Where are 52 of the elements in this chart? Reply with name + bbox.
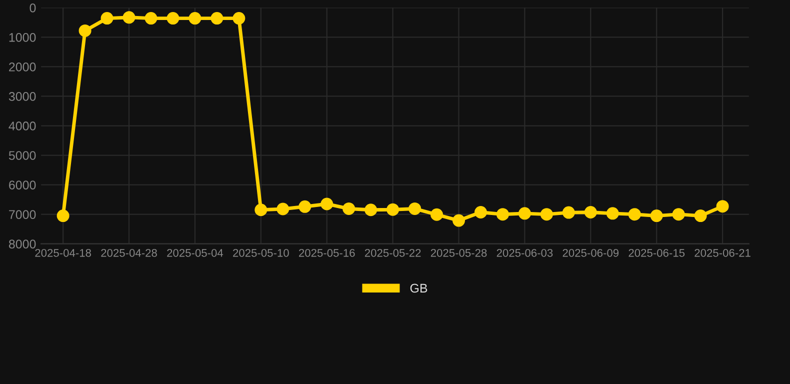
point <box>650 210 663 222</box>
x-tick-label: 2025-05-22 <box>364 248 421 257</box>
point <box>364 204 378 216</box>
legend-label: GB <box>410 284 428 293</box>
point <box>540 208 553 221</box>
point <box>78 24 92 37</box>
point <box>672 208 685 221</box>
point <box>232 12 246 25</box>
x-tick-label: 2025-06-03 <box>496 248 553 257</box>
point <box>694 210 707 222</box>
point <box>430 208 444 221</box>
y-tick-label: 2000 <box>9 62 36 72</box>
point <box>606 207 619 220</box>
point <box>628 208 641 221</box>
point <box>276 202 290 216</box>
y-tick-label: 8000 <box>8 240 36 248</box>
point <box>342 202 356 215</box>
point <box>518 207 531 220</box>
point <box>56 210 70 222</box>
y-tick-label: 0 <box>30 3 36 12</box>
y-tick-label: 6000 <box>9 180 36 190</box>
x-tick-label: 2025-04-18 <box>35 248 91 257</box>
point <box>474 206 487 219</box>
point <box>496 208 509 221</box>
x-tick-label: 2025-05-04 <box>167 248 224 257</box>
point <box>320 198 334 210</box>
y-tick-label: 1000 <box>9 33 36 42</box>
point <box>716 200 729 213</box>
x-tick-label: 2025-05-16 <box>299 248 355 257</box>
y-tick-label: 3000 <box>8 92 36 101</box>
point <box>122 11 136 24</box>
x-tick-label: 2025-05-10 <box>233 248 289 257</box>
point <box>210 12 224 25</box>
point <box>254 204 268 216</box>
y-tick-label: 4000 <box>8 122 36 130</box>
point <box>188 12 202 25</box>
point <box>100 12 114 25</box>
x-tick-label: 2025-06-15 <box>628 248 685 257</box>
point <box>298 200 312 213</box>
point <box>584 206 597 219</box>
y-tick-label: 5000 <box>8 151 36 160</box>
x-tick-label: 2025-06-09 <box>562 248 619 257</box>
point <box>386 203 400 216</box>
x-tick-label: 2025-04-28 <box>101 248 157 257</box>
point <box>144 12 158 25</box>
point <box>562 206 575 219</box>
point <box>408 202 422 215</box>
x-tick-label: 2025-05-28 <box>430 248 487 257</box>
x-tick-label: 2025-06-21 <box>694 248 750 257</box>
point <box>452 214 465 227</box>
point <box>166 12 180 25</box>
y-tick-label: 7000 <box>9 210 36 219</box>
